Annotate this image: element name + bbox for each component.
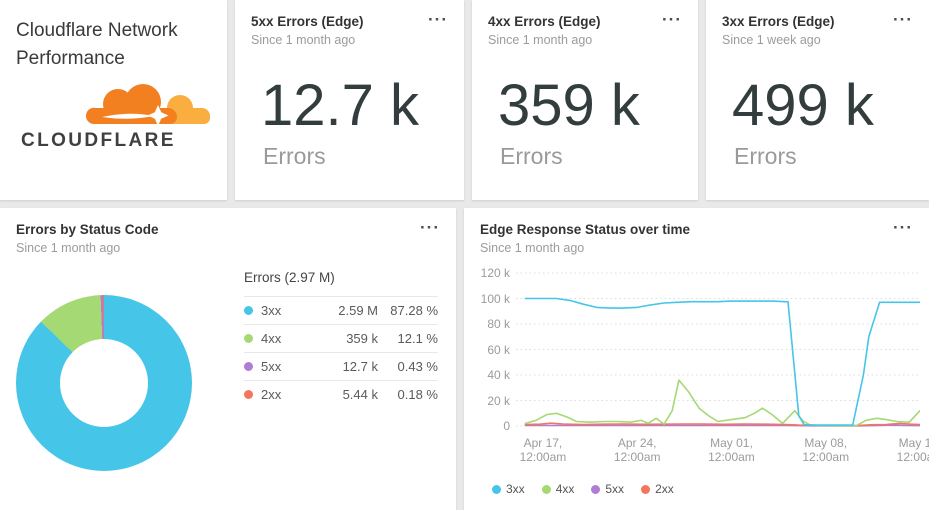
- legend-label: 3xx: [506, 482, 525, 496]
- series-color-dot: [541, 484, 551, 494]
- series-label: 2xx: [261, 387, 282, 402]
- y-tick-label: 100 k: [480, 291, 510, 306]
- y-tick-label: 20 k: [487, 393, 510, 408]
- series-percent: 0.18 %: [397, 387, 438, 402]
- chart-legend: 3xx 4xx 5xx 2xx: [492, 482, 674, 496]
- x-tick-label: May 15,12:00am: [896, 436, 929, 464]
- series-label: 4xx: [261, 331, 282, 346]
- table-row[interactable]: 4xx 359 k 12.1 %: [244, 324, 438, 352]
- card-subtitle: Since 1 week ago: [722, 33, 821, 47]
- series-color-dot: [244, 306, 253, 315]
- card-subtitle: Since 1 month ago: [16, 241, 121, 255]
- legend-label: 4xx: [555, 482, 575, 496]
- kpi-card-3xx: 3xx Errors (Edge) Since 1 week ago ··· 4…: [706, 0, 929, 200]
- x-tick-label: May 08, 12:00am: [802, 436, 850, 464]
- donut-legend-title: Errors (2.97 M): [244, 270, 335, 285]
- timeseries-plot: [516, 272, 920, 427]
- series-value: 12.7 k: [342, 359, 378, 374]
- card-subtitle: Since 1 month ago: [251, 33, 356, 47]
- table-row[interactable]: 5xx 12.7 k 0.43 %: [244, 352, 438, 380]
- series-value: 2.59 M: [338, 303, 378, 318]
- y-tick-label: 120 k: [480, 266, 510, 280]
- card-menu-icon[interactable]: ···: [893, 218, 913, 237]
- kpi-card-4xx: 4xx Errors (Edge) Since 1 month ago ··· …: [472, 0, 698, 200]
- kpi-unit-label: Errors: [263, 143, 326, 169]
- series-color-dot: [591, 484, 601, 494]
- y-tick-label: 40 k: [487, 368, 510, 382]
- card-title: Edge Response Status over time: [480, 222, 691, 237]
- kpi-value: 12.7 k: [261, 73, 419, 138]
- kpi-unit-label: Errors: [500, 143, 563, 169]
- series-value: 359 k: [346, 331, 378, 346]
- table-row[interactable]: 3xx 2.59 M 87.28 %: [244, 296, 438, 324]
- card-menu-icon[interactable]: ···: [428, 10, 448, 29]
- dashboard-title-card: Cloudflare Network Performance CLOUDFLAR…: [0, 0, 227, 200]
- donut-legend-table: Errors (2.97 M) 3xx 2.59 M 87.28 % 4xx 3…: [244, 270, 438, 408]
- card-title: 4xx Errors (Edge): [488, 14, 601, 29]
- x-tick-label: Apr 24, 12:00am: [613, 436, 661, 464]
- kpi-value: 499 k: [732, 73, 874, 138]
- x-tick-label: May 01, 12:00am: [708, 436, 755, 464]
- dashboard-title: Cloudflare Network Performance: [16, 20, 178, 69]
- cloudflare-logo-text: CLOUDFLARE: [21, 130, 176, 151]
- series-color-dot: [244, 390, 253, 399]
- legend-label: 2xx: [655, 482, 674, 496]
- card-title: 3xx Errors (Edge): [722, 14, 835, 29]
- series-percent: 87.28 %: [390, 303, 438, 318]
- legend-item[interactable]: 4xx: [541, 482, 575, 496]
- timeseries-chart[interactable]: 120 k 100 k 80 k 60 k 40 k 20 k 0 Apr 17, 12:00…: [464, 266, 929, 510]
- legend-label: 5xx: [605, 482, 625, 496]
- card-menu-icon[interactable]: ···: [420, 218, 440, 237]
- series-value: 5.44 k: [342, 387, 378, 402]
- y-tick-label: 0: [503, 419, 510, 433]
- card-menu-icon[interactable]: ···: [662, 10, 682, 29]
- series-color-dot: [244, 334, 253, 343]
- series-color-dot: [641, 484, 651, 494]
- legend-item[interactable]: 2xx: [641, 482, 674, 496]
- card-menu-icon[interactable]: ···: [893, 10, 913, 29]
- kpi-card-5xx: 5xx Errors (Edge) Since 1 month ago ··· …: [235, 0, 464, 200]
- card-subtitle: Since 1 month ago: [480, 241, 585, 255]
- errors-by-status-card: Errors by Status Code Since 1 month ago …: [0, 208, 456, 510]
- legend-item[interactable]: 5xx: [591, 482, 624, 496]
- series-color-dot: [244, 362, 253, 371]
- kpi-value: 359 k: [498, 73, 640, 138]
- cloudflare-logo: CLOUDFLARE: [16, 82, 214, 156]
- x-tick-label: Apr 17, 12:00am: [519, 436, 567, 464]
- series-color-dot: [492, 484, 501, 494]
- donut-chart[interactable]: [16, 295, 192, 471]
- kpi-unit-label: Errors: [734, 143, 797, 169]
- edge-response-status-card: Edge Response Status over time Since 1 m…: [464, 208, 929, 510]
- card-title: Errors by Status Code: [16, 222, 159, 237]
- series-label: 3xx: [261, 303, 282, 318]
- card-title: 5xx Errors (Edge): [251, 14, 364, 29]
- series-percent: 0.43 %: [397, 359, 438, 374]
- y-tick-label: 80 k: [487, 317, 510, 331]
- legend-item[interactable]: 3xx: [492, 482, 525, 496]
- y-tick-label: 60 k: [487, 342, 510, 357]
- card-subtitle: Since 1 month ago: [488, 33, 593, 47]
- series-label: 5xx: [261, 359, 282, 374]
- table-row[interactable]: 2xx 5.44 k 0.18 %: [244, 380, 438, 408]
- series-percent: 12.1 %: [397, 331, 438, 346]
- cloudflare-cloud-icon: [85, 84, 210, 126]
